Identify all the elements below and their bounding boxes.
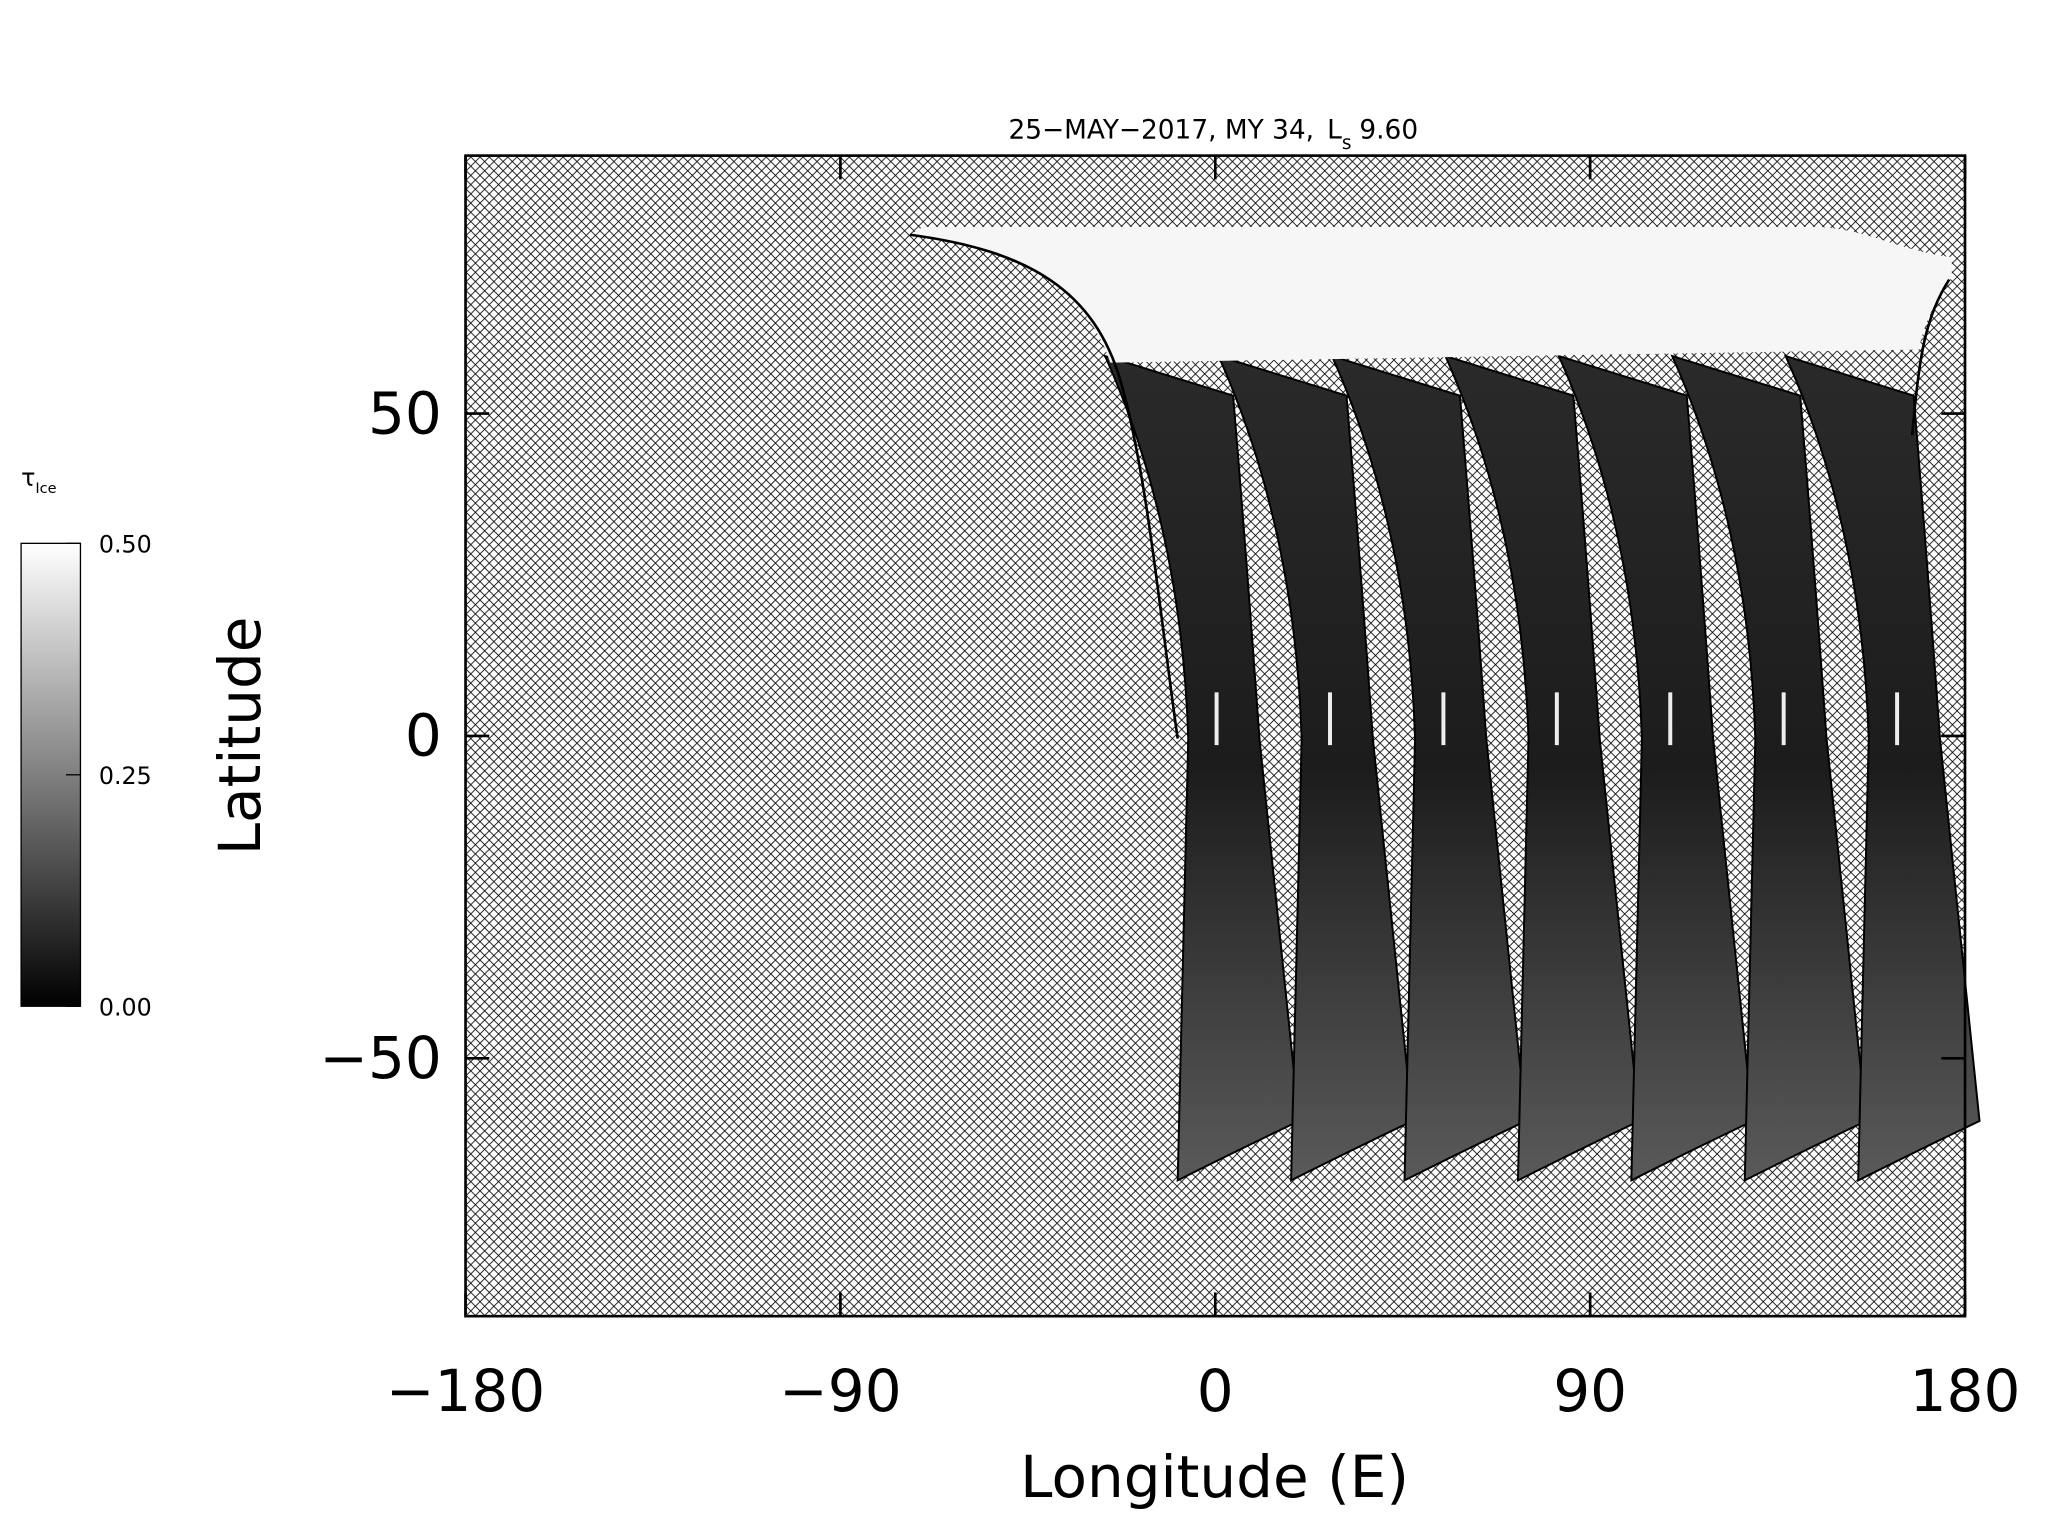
swaths	[1103, 354, 1981, 1182]
swath	[1443, 354, 1641, 1182]
y-tick-label: −50	[319, 1024, 441, 1092]
y-tick-label: 50	[368, 379, 442, 447]
swath-streak	[1328, 692, 1332, 746]
x-tick-label: 90	[1553, 1357, 1627, 1425]
swath-streak	[1895, 692, 1900, 746]
colorbar-subscript: Ice	[35, 481, 56, 497]
swath	[1216, 354, 1414, 1182]
colorbar-tick-label: 0.25	[99, 762, 152, 790]
colorbar-label: τIce	[21, 463, 57, 497]
swath	[1103, 354, 1301, 1182]
swath-streak	[1554, 692, 1559, 746]
polar-cap	[909, 226, 1952, 363]
plot-root: 25−MAY−2017, MY 34, Ls 9.60 Longitude (E) …	[20, 115, 2021, 1511]
x-tick-label: −180	[386, 1357, 545, 1425]
title-ls: L	[1327, 115, 1342, 145]
swath-edge	[1910, 278, 1951, 436]
colorbar-tick-label: 0.00	[99, 993, 152, 1021]
swath	[1557, 354, 1754, 1182]
x-tick-label: −90	[779, 1357, 901, 1425]
swath-streak	[1441, 692, 1446, 746]
swath-streak	[1781, 692, 1786, 746]
title-text: 25−MAY−2017, MY 34,	[1008, 115, 1314, 145]
colorbar-tick-label: 0.50	[99, 531, 152, 559]
title-ls-value: 9.60	[1359, 115, 1418, 145]
colorbar-symbol: τ	[21, 463, 35, 491]
swath-streak	[1668, 692, 1673, 746]
swath-streak	[1214, 692, 1219, 746]
chart-title: 25−MAY−2017, MY 34, Ls 9.60	[1008, 115, 1418, 154]
title-ls-sub: s	[1342, 133, 1352, 154]
x-axis-label: Longitude (E)	[1020, 1443, 1409, 1511]
x-tick-label: 0	[1197, 1357, 1234, 1425]
swath	[1330, 354, 1527, 1182]
y-axis-label: Latitude	[206, 616, 274, 855]
y-tick-label: 0	[405, 702, 442, 770]
x-tick-label: 180	[1910, 1357, 2021, 1425]
swath	[1783, 354, 1981, 1182]
swath-edge	[909, 233, 1179, 739]
swath	[1670, 354, 1868, 1182]
